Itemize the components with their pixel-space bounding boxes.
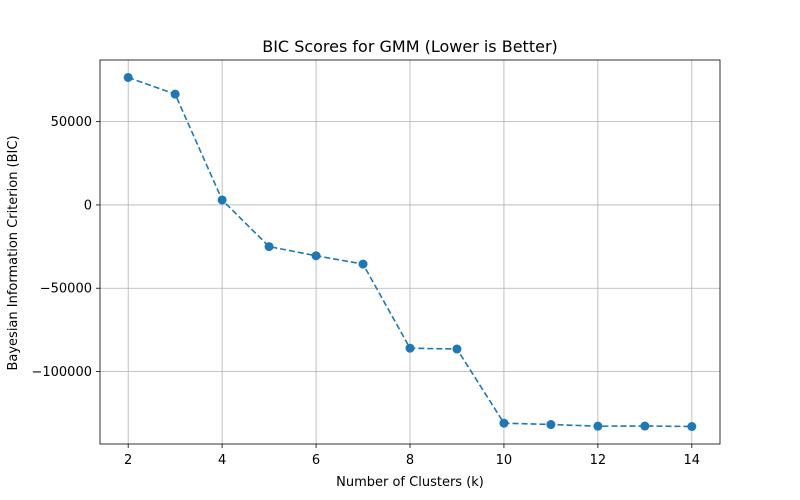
data-point xyxy=(593,421,603,431)
x-tick-label: 8 xyxy=(406,453,414,468)
data-point xyxy=(264,242,274,252)
data-point xyxy=(170,89,180,99)
y-tick-label: 50000 xyxy=(51,115,92,130)
grid xyxy=(100,60,720,444)
data-point xyxy=(311,251,321,261)
y-tick-label: 0 xyxy=(84,198,92,213)
data-point xyxy=(499,418,509,428)
axes: 2 4 6 8 10 12 14 50000 0 −50000 −100000 xyxy=(31,115,700,468)
data-point xyxy=(358,259,368,269)
plot-border xyxy=(99,59,721,445)
plot-frame xyxy=(99,59,721,445)
y-axis-label: Bayesian Information Criterion (BIC) xyxy=(6,135,21,370)
x-axis-label: Number of Clusters (k) xyxy=(336,475,484,490)
x-tick-label: 14 xyxy=(684,453,701,468)
data-point xyxy=(546,420,556,430)
data-point xyxy=(452,344,462,354)
data-point xyxy=(640,421,650,431)
x-tick-label: 12 xyxy=(590,453,607,468)
y-tick-label: −50000 xyxy=(40,282,92,297)
x-tick-label: 4 xyxy=(218,453,226,468)
x-tick-label: 6 xyxy=(312,453,320,468)
x-tick-label: 2 xyxy=(124,453,132,468)
series-layer xyxy=(123,72,697,432)
data-point xyxy=(123,72,133,82)
data-point xyxy=(405,343,415,353)
data-point xyxy=(687,422,697,432)
x-tick-label: 10 xyxy=(496,453,513,468)
data-point xyxy=(217,195,227,205)
chart-title: BIC Scores for GMM (Lower is Better) xyxy=(262,37,558,56)
y-tick-label: −100000 xyxy=(31,365,92,380)
